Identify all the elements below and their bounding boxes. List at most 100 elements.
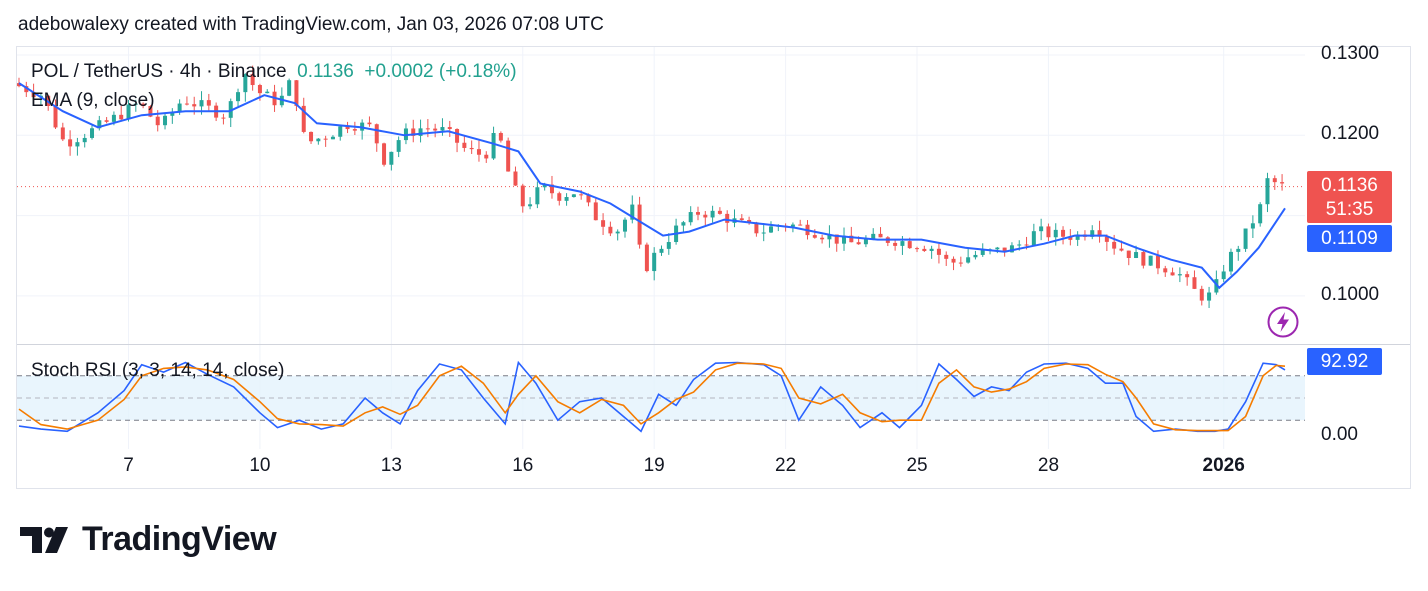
candle-body — [630, 204, 635, 220]
ema-value-tag: 0.1109 — [1307, 225, 1392, 252]
candle-body — [82, 137, 87, 143]
candle-body — [1009, 245, 1014, 253]
candle-body — [1134, 252, 1139, 258]
candle-body — [236, 92, 241, 102]
candle-body — [418, 128, 423, 136]
candle-body — [323, 138, 328, 140]
candle-body — [652, 252, 657, 272]
tradingview-logo[interactable]: TradingView — [20, 520, 277, 559]
candle-body — [1104, 236, 1109, 242]
candle-body — [695, 212, 700, 215]
time-tick-label: 22 — [775, 455, 797, 476]
candle-body — [1163, 268, 1168, 273]
candle-body — [557, 193, 562, 201]
candle-body — [119, 114, 124, 120]
candle-body — [257, 85, 262, 94]
candle-body — [243, 74, 248, 93]
candle-body — [31, 92, 36, 98]
candle-body — [104, 120, 109, 122]
chart-legend[interactable]: POL / TetherUS · 4h · Binance 0.1136 +0.… — [31, 61, 517, 83]
candle-body — [834, 234, 839, 244]
candle-body — [484, 154, 489, 159]
candle-body — [462, 142, 467, 148]
candle-body — [440, 127, 445, 131]
candle-body — [498, 133, 503, 141]
candle-body — [476, 149, 481, 155]
candle-body — [761, 232, 766, 234]
last-price-tag: 0.1136 51:35 — [1307, 171, 1392, 223]
candle-body — [710, 210, 715, 218]
candle-body — [221, 117, 226, 119]
candle-body — [148, 106, 153, 117]
stoch-d-line — [18, 362, 1286, 432]
candle-body — [907, 241, 912, 249]
candle-body — [849, 235, 854, 243]
stoch-guide-lines — [17, 375, 1305, 421]
candle-body — [1155, 255, 1160, 269]
candle-body — [1061, 229, 1066, 237]
stoch-rsi-legend[interactable]: Stoch RSI (3, 3, 14, 14, close) — [31, 360, 285, 381]
candle-body — [338, 126, 343, 137]
candle-body — [893, 242, 898, 246]
candle-body — [608, 226, 613, 234]
candle-body — [739, 218, 744, 220]
candle-body — [929, 248, 934, 251]
candle-body — [60, 127, 65, 140]
candle-body — [155, 116, 160, 126]
candle-body — [301, 105, 306, 132]
candle-body — [425, 128, 430, 130]
candle-body — [812, 235, 817, 238]
candle-body — [951, 258, 956, 263]
candle-body — [309, 131, 314, 142]
time-tick-label: 28 — [1037, 455, 1060, 476]
candle-body — [1068, 236, 1073, 240]
time-tick-label: 2026 — [1202, 455, 1245, 476]
candle-body — [1039, 226, 1044, 232]
candle-body — [842, 235, 847, 244]
price-tick-label: 0.1000 — [1321, 283, 1380, 305]
candle-body — [586, 194, 591, 203]
candle-body — [593, 202, 598, 221]
symbol-label: POL / TetherUS · 4h · Binance — [31, 61, 287, 82]
candle-body — [53, 105, 58, 128]
candle-body — [111, 114, 116, 122]
ema-legend[interactable]: EMA (9, close) — [31, 90, 155, 111]
candle-body — [294, 80, 299, 106]
candle-body — [944, 254, 949, 259]
time-tick-label: 10 — [249, 455, 271, 476]
candle-body — [352, 129, 357, 131]
candle-body — [367, 122, 372, 125]
candle-body — [681, 222, 686, 226]
time-tick-label: 7 — [123, 455, 134, 476]
candle-body — [1170, 272, 1175, 276]
price-tick-label: 0.1300 — [1321, 43, 1380, 65]
candle-body — [1075, 234, 1080, 240]
candle-body — [330, 136, 335, 140]
candle-body — [973, 254, 978, 258]
candle-body — [163, 115, 168, 126]
candle-body — [601, 220, 606, 227]
last-price-tag-value: 0.1136 — [1321, 175, 1378, 196]
tradingview-logo-icon — [20, 526, 68, 553]
candle-body — [513, 171, 518, 186]
price-tick-label: 0.1200 — [1321, 123, 1380, 145]
candle-body — [455, 129, 460, 143]
candle-body — [717, 210, 722, 214]
candle-body — [1177, 274, 1182, 276]
candle-body — [571, 194, 576, 198]
candle-body — [542, 184, 547, 188]
candle-body — [1280, 182, 1285, 184]
candle-body — [1148, 255, 1153, 266]
candle-body — [396, 140, 401, 152]
candle-body — [1250, 223, 1255, 229]
candle-body — [1236, 248, 1241, 252]
ema-line — [18, 82, 1286, 290]
tradingview-logo-text: TradingView — [82, 520, 277, 558]
candle-body — [17, 83, 21, 87]
candle-body — [995, 247, 1000, 250]
lightning-alert-icon[interactable] — [1267, 306, 1299, 338]
candle-body — [1199, 288, 1204, 301]
candle-body — [1228, 251, 1233, 272]
time-tick-label: 16 — [512, 455, 534, 476]
